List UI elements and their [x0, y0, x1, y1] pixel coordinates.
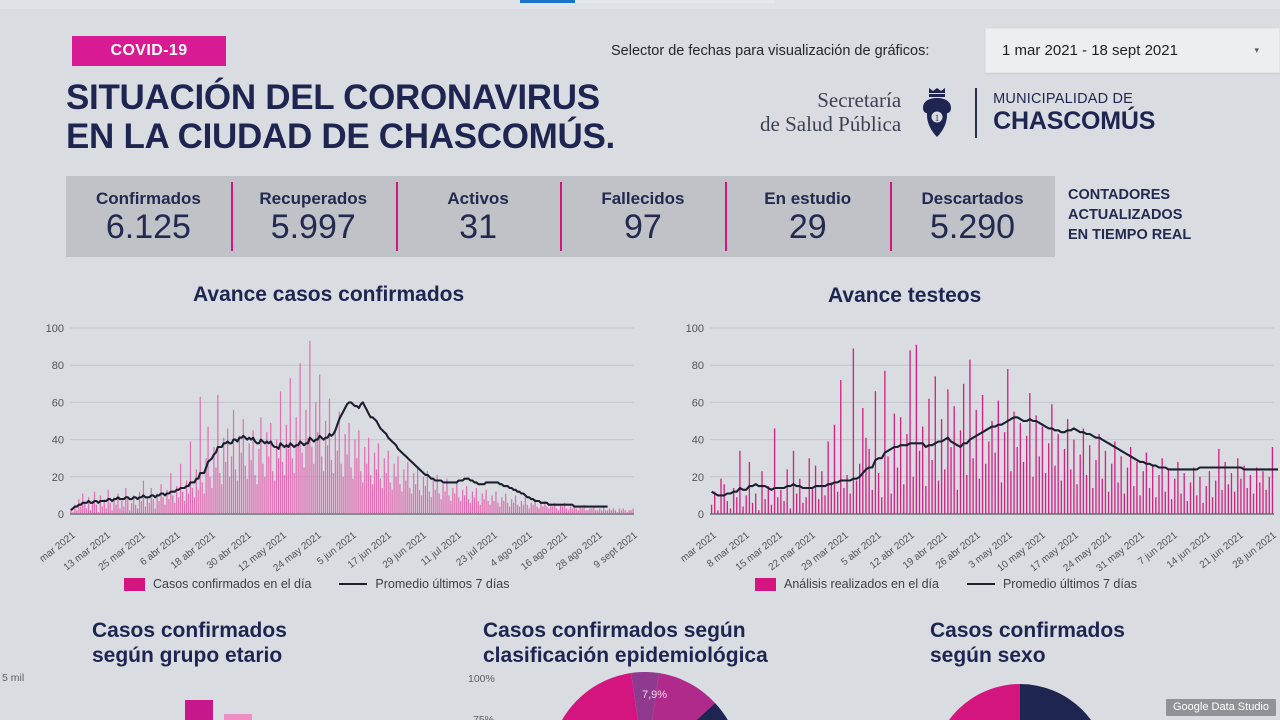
legend-label: Análisis realizados en el día — [784, 577, 939, 591]
date-selector-label: Selector de fechas para visualización de… — [611, 43, 930, 59]
svg-text:80: 80 — [692, 360, 704, 372]
legend-item-bars[interactable]: Análisis realizados en el día — [755, 577, 939, 591]
legend-testeos: Análisis realizados en el día Promedio ú… — [755, 577, 1137, 591]
axis-label-75pct: 75% — [473, 714, 495, 720]
legend-item-line[interactable]: Promedio últimos 7 días — [966, 577, 1138, 591]
svg-text:0: 0 — [58, 509, 64, 521]
counters-bar: Confirmados 6.125 Recuperados 5.997 Acti… — [66, 176, 1055, 257]
counter-en-estudio[interactable]: En estudio 29 — [725, 176, 890, 257]
counter-label: Fallecidos — [601, 188, 685, 208]
legend-label: Promedio últimos 7 días — [1002, 577, 1138, 591]
pie-slice-label: 7,9% — [642, 689, 668, 701]
svg-text:20: 20 — [52, 472, 64, 484]
browser-top-strip — [0, 0, 1280, 9]
counter-value: 6.125 — [105, 207, 191, 246]
chevron-down-icon: ▾ — [1254, 45, 1259, 55]
counters-note-line: EN TIEMPO REAL — [1068, 227, 1192, 243]
chart-avance-casos-confirmados[interactable]: 0 20 40 60 80 100 — [38, 318, 638, 528]
svg-text:80: 80 — [52, 360, 64, 372]
brand-block: Secretaría de Salud Pública 1 MUNICIPALI… — [760, 85, 1155, 141]
covid-badge: COVID-19 — [72, 36, 226, 66]
legend-casos-confirmados: Casos confirmados en el día Promedio últ… — [124, 577, 510, 591]
svg-text:100: 100 — [46, 323, 64, 335]
chart-avance-testeos[interactable]: 0 20 40 60 80 100 — [678, 318, 1278, 528]
counter-activos[interactable]: Activos 31 — [395, 176, 561, 257]
section-title-line1: Casos confirmados — [930, 619, 1125, 642]
legend-swatch-icon — [755, 577, 776, 591]
section-title-line2: según grupo etario — [92, 644, 283, 668]
section-title-line2: clasificación epidemiológica — [483, 644, 768, 668]
grupo-etario-bar-2[interactable] — [224, 714, 252, 720]
google-data-studio-watermark: Google Data Studio — [1165, 699, 1276, 716]
counter-value: 5.290 — [930, 207, 1016, 246]
counter-value: 29 — [788, 207, 827, 246]
axis-label-5mil: 5 mil — [2, 672, 25, 684]
section-title-sexo: Casos confirmados según sexo — [930, 618, 1125, 668]
page-title: SITUACIÓN DEL CORONAVIRUS EN LA CIUDAD D… — [66, 78, 615, 156]
pie-casos-segun-sexo[interactable] — [930, 682, 1110, 720]
axis-label-100pct: 100% — [468, 673, 495, 685]
secretaria-salud-label: Secretaría de Salud Pública — [760, 88, 902, 137]
date-range-selector[interactable]: 1 mar 2021 - 18 sept 2021 ▾ — [985, 28, 1280, 73]
brand-divider — [975, 88, 978, 138]
municipalidad-label: MUNICIPALIDAD DE CHASCOMÚS — [993, 92, 1155, 134]
chart-title-testeos: Avance testeos — [828, 284, 982, 307]
svg-text:0: 0 — [698, 509, 704, 521]
counter-label: Activos — [447, 188, 509, 208]
section-title-line1: Casos confirmados según — [483, 619, 746, 642]
covid-badge-label: COVID-19 — [110, 42, 188, 59]
section-title-clasificacion: Casos confirmados según clasificación ep… — [483, 618, 768, 668]
grupo-etario-bar-1[interactable] — [185, 700, 213, 720]
svg-text:40: 40 — [52, 435, 64, 447]
counter-descartados[interactable]: Descartados 5.290 — [890, 176, 1055, 257]
chart-title-casos-confirmados: Avance casos confirmados — [193, 283, 465, 306]
legend-label: Casos confirmados en el día — [153, 577, 312, 591]
section-title-line2: según sexo — [930, 644, 1046, 668]
counter-fallecidos[interactable]: Fallecidos 97 — [560, 176, 725, 257]
counter-label: Recuperados — [259, 188, 368, 208]
svg-text:60: 60 — [52, 397, 64, 409]
legend-item-bars[interactable]: Casos confirmados en el día — [124, 577, 311, 591]
legend-line-icon — [966, 582, 995, 586]
counter-label: Descartados — [921, 188, 1024, 208]
counter-label: Confirmados — [95, 188, 201, 208]
active-tab-indicator[interactable] — [520, 0, 575, 3]
svg-text:20: 20 — [692, 472, 704, 484]
page-title-line1: SITUACIÓN DEL CORONAVIRUS — [66, 78, 600, 117]
counters-note: CONTADORES ACTUALIZADOS EN TIEMPO REAL — [1068, 185, 1191, 245]
counter-recuperados[interactable]: Recuperados 5.997 — [230, 176, 396, 257]
counter-value: 31 — [459, 207, 497, 246]
legend-item-line[interactable]: Promedio últimos 7 días — [339, 577, 510, 591]
pie-clasificacion-epidemiologica[interactable] — [555, 672, 735, 720]
svg-text:60: 60 — [692, 397, 704, 409]
secretaria-line2: de Salud Pública — [760, 112, 902, 136]
counter-label: En estudio — [764, 188, 852, 208]
chascomus-crest-icon: 1 — [923, 88, 952, 137]
legend-line-icon — [339, 582, 368, 586]
counter-value: 5.997 — [270, 207, 356, 246]
inactive-tab-indicator[interactable] — [575, 0, 775, 3]
municipalidad-line2: CHASCOMÚS — [993, 106, 1156, 135]
section-title-line1: Casos confirmados — [92, 619, 287, 642]
svg-text:100: 100 — [686, 323, 704, 335]
page-title-line2: EN LA CIUDAD DE CHASCOMÚS. — [66, 117, 615, 157]
counters-note-line: ACTUALIZADOS — [1068, 207, 1183, 223]
section-title-grupo-etario: Casos confirmados según grupo etario — [92, 618, 287, 668]
date-range-value: 1 mar 2021 - 18 sept 2021 — [1002, 42, 1178, 59]
svg-text:40: 40 — [692, 435, 704, 447]
municipalidad-line1: MUNICIPALIDAD DE — [993, 91, 1134, 108]
legend-label: Promedio últimos 7 días — [375, 577, 510, 591]
legend-swatch-icon — [124, 577, 145, 591]
counters-note-line: CONTADORES — [1068, 187, 1171, 203]
counter-confirmados[interactable]: Confirmados 6.125 — [66, 176, 231, 257]
counter-value: 97 — [623, 207, 662, 246]
svg-text:1: 1 — [935, 113, 940, 123]
secretaria-line1: Secretaría — [817, 88, 902, 113]
